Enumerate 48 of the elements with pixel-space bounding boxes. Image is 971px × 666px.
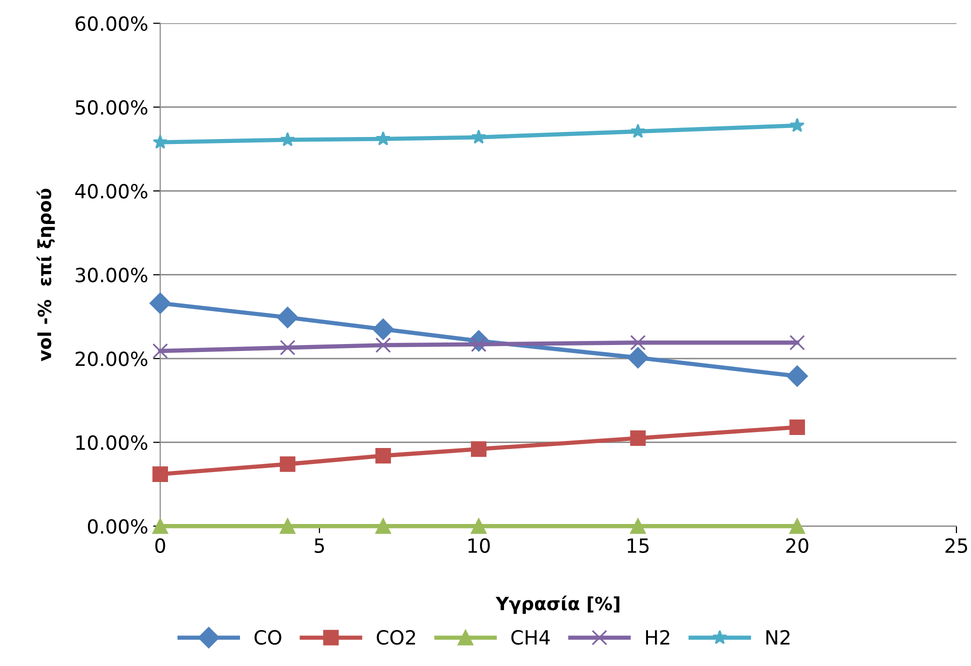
y-axis-title: vol -% επί ξηρού [36,188,55,362]
point [375,337,391,353]
x-tick-label: 25 [945,538,968,553]
y-tick-label: 0.00% [88,519,148,534]
point [152,466,168,482]
y-tick-label: 40.00% [75,184,148,199]
point [280,456,296,472]
point [627,347,649,368]
x-axis-title: Υγρασία [%] [496,596,620,614]
legend-label: CO [254,630,282,645]
legend-label: N2 [766,630,790,644]
point [372,318,394,340]
point [152,343,168,359]
x-tick-label: 20 [786,538,808,553]
point [280,518,296,534]
point [790,118,805,132]
point [152,518,168,534]
point [276,306,298,328]
point [630,430,646,446]
y-tick-label: 20.00% [76,351,148,366]
x-tick-label: 0 [155,538,166,553]
point [375,518,391,534]
y-tick-label: 60.00% [76,16,148,31]
point [150,292,171,314]
x-tick-label: 15 [628,538,649,553]
point [470,441,486,457]
point [375,448,391,464]
point [376,131,391,146]
x-tick-label: 5 [314,538,324,553]
point [786,365,808,387]
point [280,340,296,356]
y-tick-label: 30.00% [76,268,148,282]
point [789,419,805,436]
legend-label: CO2 [376,630,415,645]
point [789,518,805,534]
point [630,518,646,534]
point [280,132,296,146]
point [789,334,805,350]
point [630,334,646,350]
legend-label: H2 [646,630,670,644]
point [630,124,646,138]
legend-label: CH4 [511,630,550,645]
point [470,518,486,534]
point [471,130,486,144]
y-tick-label: 50.00% [76,100,148,115]
point [152,134,168,149]
y-tick-label: 10.00% [76,435,148,450]
x-tick-label: 10 [468,538,490,553]
